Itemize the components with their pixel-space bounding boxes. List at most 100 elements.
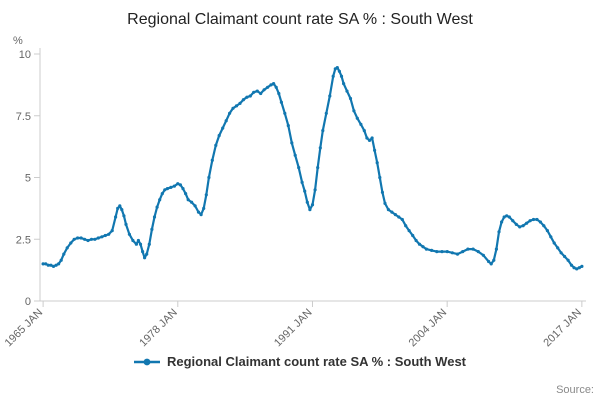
series-point-marker [155, 205, 159, 209]
series-point-marker [337, 69, 341, 73]
series-point-marker [542, 224, 546, 228]
series-point-marker [521, 224, 525, 228]
series-point-marker [572, 266, 576, 270]
series-point-marker [339, 74, 344, 78]
series-point-marker [308, 208, 312, 212]
series-point-marker [445, 250, 449, 254]
series-point-marker [114, 215, 118, 219]
series-point-marker [259, 91, 263, 96]
series-point-marker [359, 122, 363, 126]
series-point-marker [528, 219, 532, 223]
series-point-marker [300, 180, 304, 184]
series-point-marker [331, 74, 335, 78]
series-point-marker [556, 246, 560, 250]
series-point-marker [57, 262, 61, 266]
series-point-marker [143, 256, 147, 260]
series-point-marker [310, 203, 315, 207]
series-point-marker [214, 143, 218, 147]
series-point-marker [165, 187, 169, 191]
series-point-marker [110, 229, 114, 233]
series-point-marker [46, 263, 50, 267]
series-point-marker [502, 215, 506, 219]
series-point-marker [324, 111, 328, 115]
legend-label: Regional Claimant count rate SA % : Sout… [166, 354, 467, 369]
series-point-marker [440, 250, 444, 254]
series-point-marker [49, 263, 53, 267]
series-point-marker [461, 250, 465, 254]
x-tick-label: 2017 JAN [541, 307, 584, 350]
series-point-marker [107, 232, 111, 236]
series-point-marker [69, 241, 73, 245]
series-point-marker [118, 204, 122, 208]
series-point-marker [44, 262, 48, 266]
series-point-marker [313, 188, 317, 192]
series-point-marker [531, 217, 536, 222]
series-point-marker [355, 116, 359, 120]
series-point-marker [231, 106, 235, 110]
series-point-marker [514, 222, 518, 226]
series-point-marker [378, 175, 382, 180]
series-point-marker [122, 214, 126, 218]
series-point-marker [176, 182, 180, 186]
series-point-marker [124, 222, 128, 226]
series-point-marker [328, 94, 332, 98]
series-point-marker [450, 251, 454, 255]
series-point-marker [345, 89, 349, 93]
series-point-marker [241, 98, 245, 102]
series-point-marker [411, 233, 415, 238]
series-point-marker [181, 187, 185, 191]
legend-item[interactable]: Regional Claimant count rate SA % : Sout… [0, 354, 600, 369]
series-point-marker [93, 237, 97, 241]
chart-title: Regional Claimant count rate SA % : Sout… [127, 11, 473, 28]
series-point-marker [535, 217, 539, 222]
series-point-marker [202, 206, 206, 210]
series-point-marker [321, 129, 325, 133]
series-point-marker [83, 237, 87, 241]
y-axis-unit-label: % [13, 35, 23, 47]
series-point-marker [397, 215, 401, 219]
series-point-marker [141, 250, 145, 254]
series-point-marker [435, 250, 439, 254]
y-tick-label: 7.5 [16, 111, 31, 123]
series-point-marker [120, 208, 124, 212]
series-point-marker [316, 166, 320, 170]
series-point-marker [407, 229, 411, 233]
series-point-marker [234, 104, 239, 108]
series-point-marker [217, 133, 221, 138]
series-point-marker [116, 206, 120, 210]
series-point-marker [286, 124, 290, 128]
series-point-marker [274, 85, 278, 89]
series-point-marker [335, 66, 339, 70]
series-point-marker [283, 111, 287, 115]
series-point-marker [559, 251, 563, 255]
series-point-marker [455, 252, 460, 256]
series-point-marker [481, 253, 485, 257]
series-point-marker [471, 247, 475, 251]
series-point-marker [342, 82, 346, 86]
series-point-marker [150, 227, 154, 231]
series-point-marker [430, 248, 434, 252]
series-point-marker [511, 219, 515, 223]
series-point-marker [221, 126, 225, 130]
series-point-marker [138, 242, 143, 246]
series-point-marker [538, 220, 543, 224]
series-point-marker [172, 184, 176, 188]
series-point-marker [252, 90, 256, 94]
series-point-marker [386, 208, 390, 212]
series-point-marker [89, 237, 94, 241]
legend-line-icon [133, 358, 160, 365]
series-point-marker [204, 193, 208, 197]
series-point-marker [367, 138, 372, 142]
series-point-marker [476, 250, 480, 254]
series-point-marker [207, 175, 211, 180]
series-point-marker [507, 215, 511, 219]
series-line [41, 66, 584, 270]
series-point-marker [489, 262, 493, 266]
series-point-marker [466, 247, 470, 251]
series-point-marker [103, 233, 107, 238]
series-point-marker [297, 166, 301, 170]
y-tick-label: 2.5 [16, 234, 31, 246]
series-point-marker [525, 221, 529, 225]
series-point-marker [272, 82, 276, 86]
series-point-marker [76, 236, 80, 240]
